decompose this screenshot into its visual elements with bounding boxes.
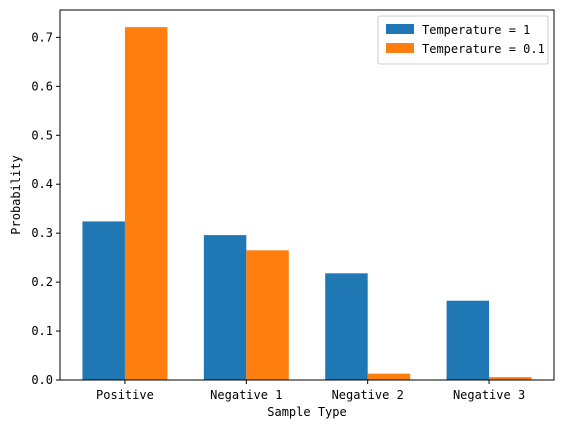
- y-tick-label: 0.5: [31, 128, 53, 142]
- y-tick-label: 0.6: [31, 79, 53, 93]
- bar-temp-1-negative-3: [446, 300, 490, 380]
- y-tick-label: 0.0: [31, 373, 53, 387]
- y-tick-label: 0.1: [31, 324, 53, 338]
- legend: Temperature = 1 Temperature = 0.1: [377, 15, 549, 65]
- x-axis-ticks: Positive Negative 1 Negative 2 Negative 3: [96, 380, 525, 402]
- bar-temp-1-positive: [82, 221, 125, 380]
- bar-temp-0-1-positive: [124, 27, 168, 380]
- legend-label: Temperature = 1: [422, 23, 530, 37]
- x-axis-label: Sample Type: [267, 405, 346, 419]
- legend-swatch: [386, 43, 414, 53]
- x-tick-label: Positive: [96, 388, 154, 402]
- y-axis-ticks: 0.0 0.1 0.2 0.3 0.4 0.5 0.6 0.7: [31, 30, 60, 387]
- bars-group: [82, 27, 532, 380]
- bar-temp-0-1-negative-3: [489, 377, 532, 380]
- plot-frame: [59, 9, 555, 381]
- x-tick-label: Negative 3: [453, 388, 525, 402]
- bar-temp-1-negative-1: [203, 235, 247, 380]
- y-tick-label: 0.3: [31, 226, 53, 240]
- x-tick-label: Negative 2: [332, 388, 404, 402]
- y-tick-label: 0.4: [31, 177, 53, 191]
- legend-label: Temperature = 0.1: [422, 42, 545, 56]
- bar-temp-1-negative-2: [325, 273, 368, 380]
- legend-swatch: [386, 24, 414, 34]
- y-tick-label: 0.7: [31, 30, 53, 44]
- bar-temp-0-1-negative-2: [367, 373, 411, 380]
- y-axis-label: Probability: [9, 155, 23, 234]
- bar-temp-0-1-negative-1: [246, 250, 289, 380]
- x-tick-label: Negative 1: [210, 388, 282, 402]
- y-tick-label: 0.2: [31, 275, 53, 289]
- legend-box: [377, 15, 549, 65]
